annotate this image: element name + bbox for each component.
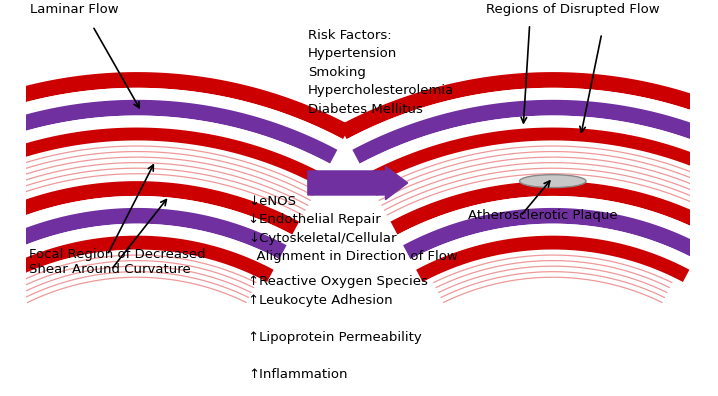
Text: Risk Factors:
Hypertension
Smoking
Hypercholesterolemia
Diabetes Mellitus: Risk Factors: Hypertension Smoking Hyper…: [308, 29, 454, 116]
Polygon shape: [391, 181, 715, 235]
Polygon shape: [0, 128, 325, 186]
Text: Regions of Disrupted Flow: Regions of Disrupted Flow: [486, 3, 660, 16]
Polygon shape: [416, 236, 689, 282]
Polygon shape: [353, 100, 718, 164]
Polygon shape: [360, 116, 718, 174]
Polygon shape: [398, 196, 708, 245]
Polygon shape: [0, 100, 337, 164]
Text: ↓eNOS
↓Endothelial Repair
↓Cytoskeletal/Cellular
  Alignment in Direction of Flo: ↓eNOS ↓Endothelial Repair ↓Cytoskeletal/…: [248, 195, 457, 263]
Polygon shape: [365, 128, 718, 186]
Polygon shape: [0, 208, 286, 259]
Polygon shape: [403, 208, 702, 259]
Polygon shape: [411, 224, 695, 270]
Polygon shape: [340, 72, 718, 139]
Polygon shape: [0, 236, 274, 282]
Polygon shape: [0, 116, 330, 174]
Text: Laminar Flow: Laminar Flow: [29, 3, 118, 16]
Ellipse shape: [520, 175, 586, 188]
Polygon shape: [0, 196, 292, 245]
Polygon shape: [0, 72, 350, 139]
Text: Atherosclerotic Plaque: Atherosclerotic Plaque: [467, 209, 617, 222]
FancyArrow shape: [308, 166, 408, 200]
Polygon shape: [0, 181, 299, 235]
Polygon shape: [0, 88, 343, 150]
Polygon shape: [347, 88, 718, 150]
Text: ↑Reactive Oxygen Species
↑Leukocyte Adhesion

↑Lipoprotein Permeability

↑Inflam: ↑Reactive Oxygen Species ↑Leukocyte Adhe…: [248, 275, 428, 381]
Polygon shape: [0, 224, 279, 270]
Text: Focal Region of Decreased
Shear Around Curvature: Focal Region of Decreased Shear Around C…: [29, 248, 205, 276]
